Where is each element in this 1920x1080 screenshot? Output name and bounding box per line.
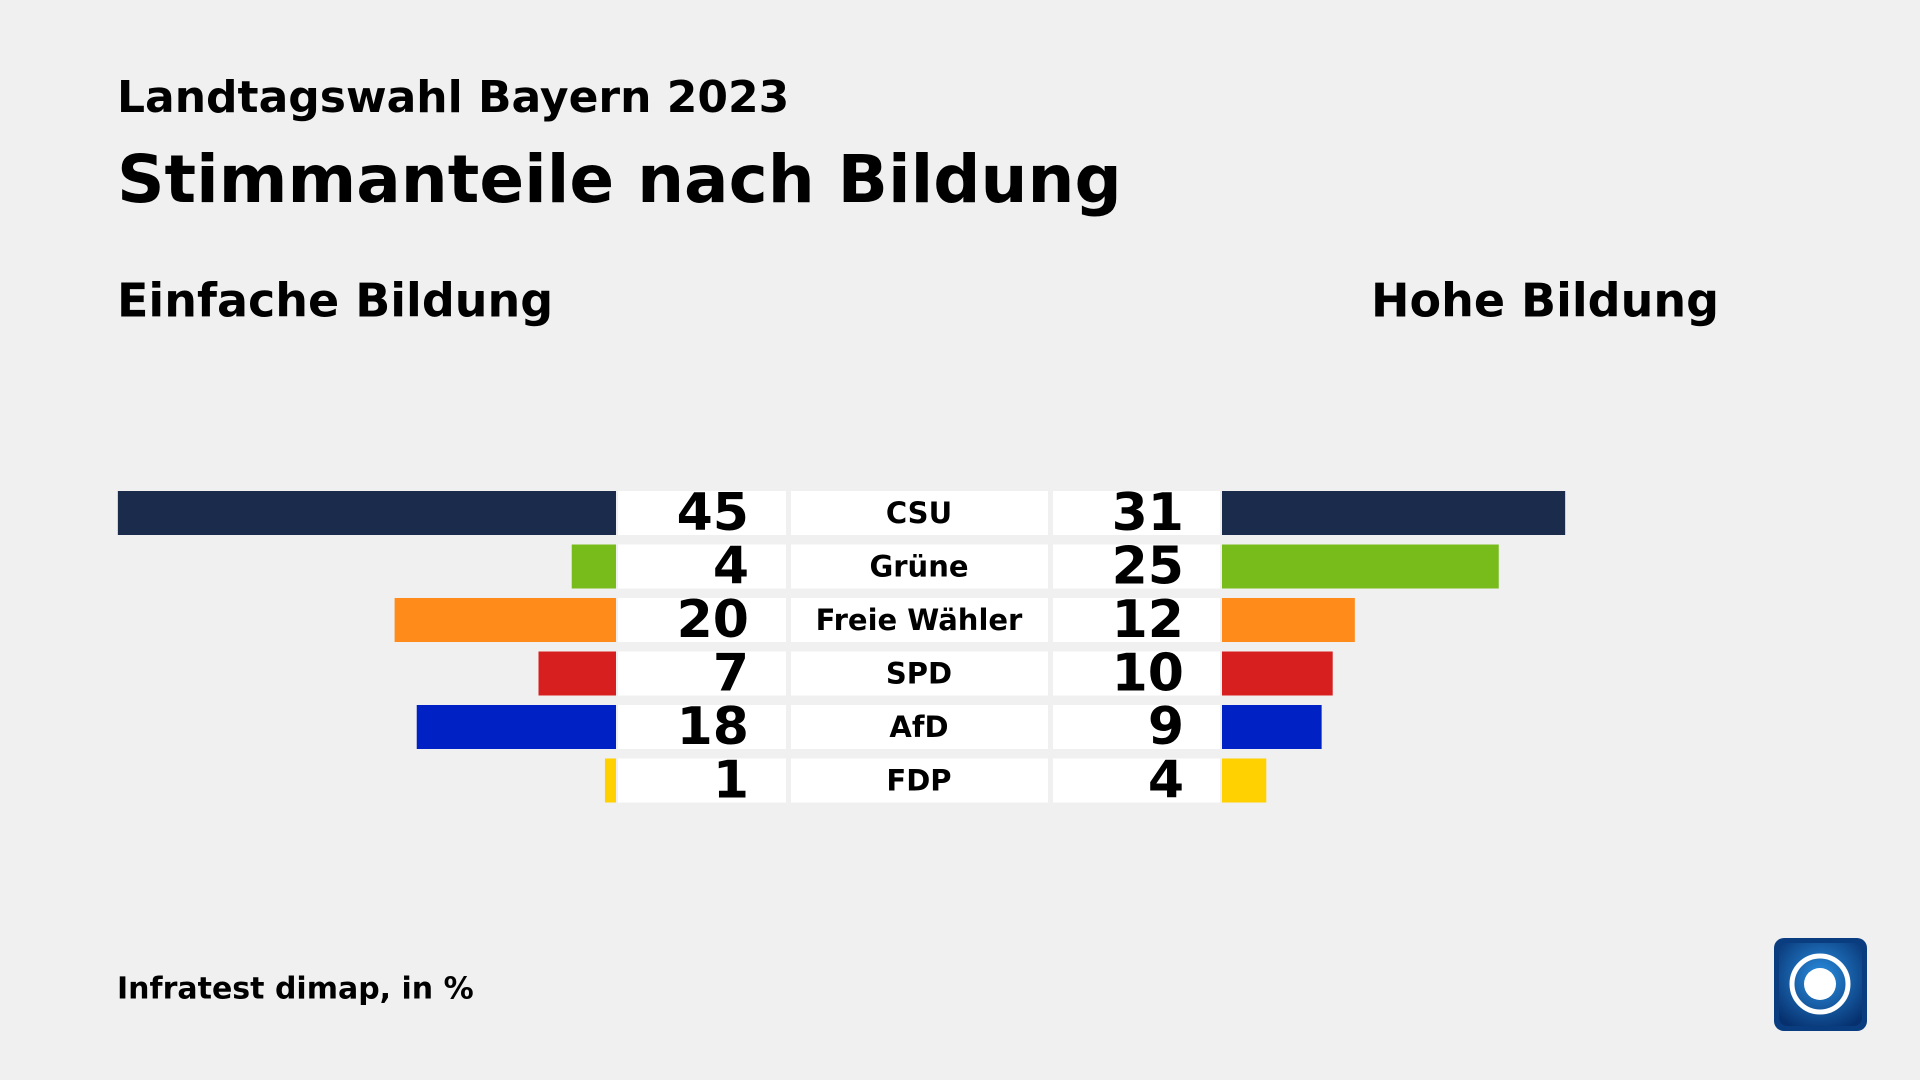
bar xyxy=(394,598,616,642)
category-label: Freie Wähler xyxy=(816,603,1023,637)
chart-title: Stimmanteile nach Bildung xyxy=(117,141,1122,218)
label-box xyxy=(791,598,1048,642)
label-box xyxy=(791,491,1048,535)
source-note: Infratest dimap, in % xyxy=(117,972,474,1007)
value-box xyxy=(618,598,786,642)
chart-subtitle: Landtagswahl Bayern 2023 xyxy=(117,72,789,123)
bar xyxy=(1222,758,1267,803)
bar xyxy=(1222,651,1333,696)
value-box xyxy=(618,651,786,696)
value-label: 12 xyxy=(1112,590,1184,650)
value-label: 4 xyxy=(713,537,749,597)
value-box xyxy=(1053,491,1220,535)
value-box xyxy=(618,705,786,749)
bar xyxy=(1222,705,1322,749)
value-label: 25 xyxy=(1112,537,1184,597)
bar xyxy=(1222,544,1499,589)
value-label: 7 xyxy=(713,644,749,704)
value-box xyxy=(618,491,786,535)
category-label: CSU xyxy=(886,496,952,530)
series-heading: Hohe Bildung xyxy=(1371,274,1719,328)
label-box xyxy=(791,705,1048,749)
category-label: SPD xyxy=(886,657,952,691)
category-label: AfD xyxy=(889,710,948,744)
value-box xyxy=(618,758,786,803)
category-label: FDP xyxy=(886,764,951,798)
value-box xyxy=(1053,758,1220,803)
value-label: 10 xyxy=(1112,644,1184,704)
value-label: 4 xyxy=(1148,751,1184,811)
bar xyxy=(571,544,616,589)
value-label: 1 xyxy=(713,751,749,811)
value-box xyxy=(1053,651,1220,696)
label-box xyxy=(791,758,1048,803)
value-label: 31 xyxy=(1112,483,1184,543)
label-box xyxy=(791,544,1048,589)
bar xyxy=(416,705,616,749)
value-label: 18 xyxy=(677,697,749,757)
value-box xyxy=(1053,544,1220,589)
series-heading: Einfache Bildung xyxy=(117,274,553,328)
bar xyxy=(604,758,616,803)
value-label: 20 xyxy=(677,590,749,650)
value-box xyxy=(1053,598,1220,642)
label-box xyxy=(791,651,1048,696)
bar xyxy=(1222,598,1355,642)
category-label: Grüne xyxy=(869,550,968,584)
bar xyxy=(538,651,616,696)
value-label: 45 xyxy=(677,483,749,543)
value-box xyxy=(618,544,786,589)
bar xyxy=(1222,491,1566,535)
value-label: 9 xyxy=(1148,697,1184,757)
bar xyxy=(117,491,616,535)
value-box xyxy=(1053,705,1220,749)
logo xyxy=(1774,938,1867,1031)
